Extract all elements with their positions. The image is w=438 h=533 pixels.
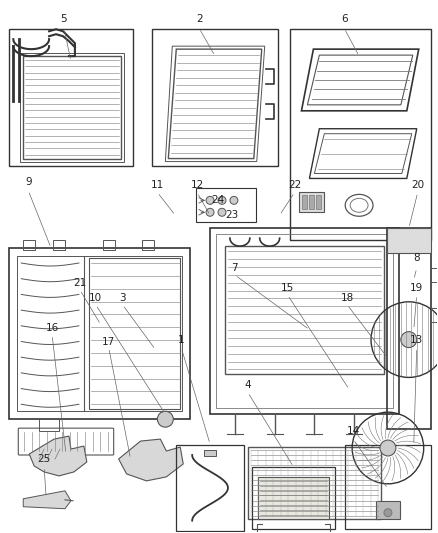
Bar [103, 240, 115, 250]
Text: 23: 23 [225, 210, 239, 220]
Bar [258, 477, 329, 519]
Circle shape [206, 196, 214, 204]
Bar [142, 240, 155, 250]
Text: 2: 2 [196, 14, 202, 25]
Circle shape [206, 208, 214, 216]
Bar [20, 53, 124, 161]
Bar [23, 56, 120, 158]
Circle shape [380, 440, 396, 456]
Circle shape [401, 332, 417, 348]
Text: 7: 7 [232, 263, 238, 273]
Bar [303, 196, 307, 209]
Bar [89, 258, 180, 409]
Circle shape [157, 411, 173, 427]
Circle shape [218, 196, 226, 204]
Bar [39, 419, 59, 431]
Text: 11: 11 [151, 181, 164, 190]
Text: 14: 14 [346, 426, 360, 436]
Bar [196, 188, 256, 222]
Polygon shape [119, 439, 183, 481]
Bar [431, 308, 438, 322]
Bar [431, 268, 438, 282]
Text: 8: 8 [413, 253, 420, 263]
Text: 16: 16 [46, 322, 59, 333]
Bar [252, 467, 335, 529]
Text: 18: 18 [341, 293, 354, 303]
Text: 21: 21 [73, 278, 87, 288]
Bar [176, 445, 244, 531]
Bar [225, 246, 384, 375]
Polygon shape [23, 491, 71, 508]
Bar [152, 29, 278, 166]
Bar [387, 228, 431, 253]
Text: 20: 20 [411, 181, 424, 190]
Text: 19: 19 [410, 283, 424, 293]
Text: 1: 1 [178, 335, 184, 345]
Circle shape [384, 508, 392, 516]
Polygon shape [29, 436, 87, 476]
Bar [9, 248, 190, 419]
Bar [376, 501, 400, 519]
Text: 4: 4 [244, 381, 251, 390]
Text: 6: 6 [341, 14, 347, 25]
Bar [23, 240, 35, 250]
Text: 17: 17 [102, 337, 115, 346]
Bar [309, 196, 314, 209]
Text: 12: 12 [191, 181, 204, 190]
Bar [53, 240, 65, 250]
Bar [204, 450, 216, 456]
Bar [210, 228, 399, 414]
Circle shape [218, 208, 226, 216]
Circle shape [230, 196, 238, 204]
Bar [248, 447, 381, 519]
Text: 15: 15 [281, 283, 294, 293]
Bar [9, 29, 133, 166]
Bar [300, 192, 324, 212]
Text: 24: 24 [212, 196, 225, 205]
Text: 9: 9 [25, 177, 32, 188]
Text: 22: 22 [288, 181, 301, 190]
Text: 5: 5 [61, 14, 67, 25]
Text: 10: 10 [89, 293, 102, 303]
Text: 3: 3 [119, 293, 126, 303]
Bar [387, 228, 431, 429]
Text: 13: 13 [410, 335, 424, 345]
Bar [345, 445, 431, 529]
Bar [290, 29, 431, 240]
Bar [316, 196, 321, 209]
Bar [216, 234, 393, 408]
Text: 25: 25 [38, 454, 51, 464]
Bar [17, 256, 182, 411]
